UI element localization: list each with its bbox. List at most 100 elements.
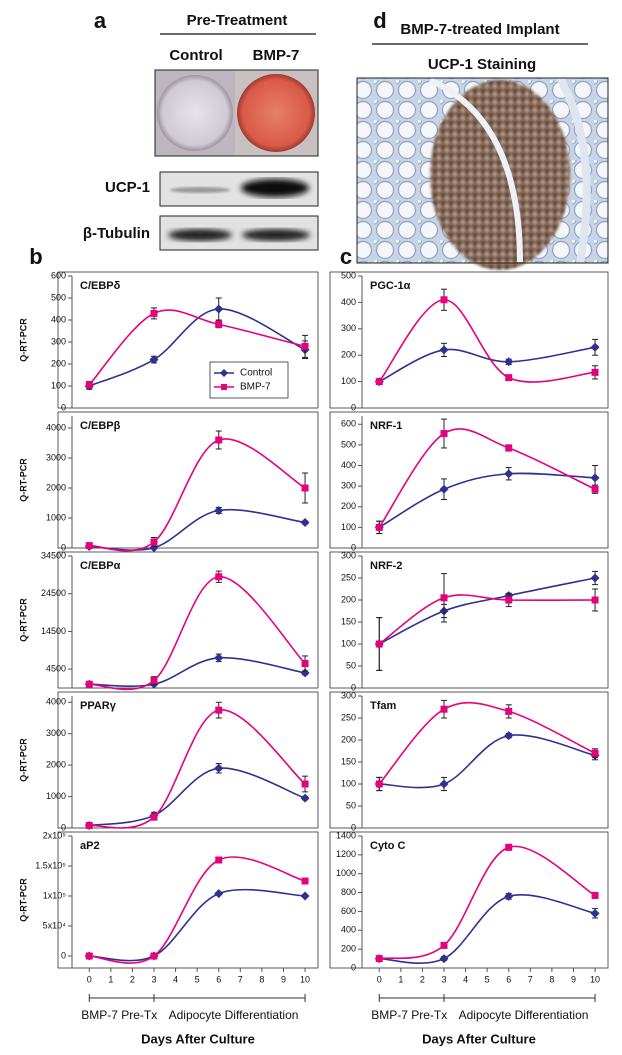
y-tick-label: 300 — [51, 336, 66, 346]
series-line — [88, 309, 306, 386]
marker — [590, 908, 600, 918]
y-tick-label: 200 — [341, 944, 356, 954]
x-tick-label: 6 — [216, 974, 221, 984]
y-tick-label: 4000 — [46, 697, 66, 707]
y-axis-label: Q-RT-PCR — [18, 458, 28, 502]
staining-image — [356, 76, 609, 270]
y-tick-label: 500 — [341, 270, 356, 280]
marker — [591, 485, 599, 493]
chart-frame — [329, 271, 609, 409]
y-tick-label: 400 — [341, 297, 356, 307]
marker — [504, 891, 514, 901]
chart-title: PGC-1α — [370, 280, 411, 292]
series-line — [378, 428, 596, 528]
chart-title: aP2 — [80, 840, 100, 852]
legend-marker — [220, 369, 228, 377]
y-tick-label: 5x10⁴ — [43, 920, 67, 930]
y-tick-label: 200 — [341, 594, 356, 604]
series-line — [378, 472, 596, 529]
header: BMP-7-treated Implant — [400, 21, 559, 38]
y-tick-label: 250 — [341, 712, 356, 722]
marker — [504, 731, 514, 741]
marker — [215, 436, 223, 444]
blot-label: UCP-1 — [105, 179, 150, 196]
series-line — [378, 594, 596, 645]
chart-title: C/EBPδ — [80, 280, 121, 292]
y-tick-label: 150 — [341, 756, 356, 766]
y-tick-label: 24500 — [41, 588, 66, 598]
x-tick-label: 3 — [441, 974, 446, 984]
chart-title: C/EBPα — [80, 560, 121, 572]
y-tick-label: 200 — [341, 501, 356, 511]
panel-label: d — [373, 8, 386, 33]
band — [242, 229, 310, 241]
y-tick-label: 600 — [341, 906, 356, 916]
x-tick-label: 8 — [549, 974, 554, 984]
marker — [215, 856, 223, 864]
marker — [439, 779, 449, 789]
marker — [300, 518, 310, 527]
y-tick-label: 400 — [341, 460, 356, 470]
y-tick-label: 250 — [341, 572, 356, 582]
marker — [85, 381, 93, 389]
x-tick-label: 4 — [463, 974, 468, 984]
photo-frame — [154, 69, 319, 157]
subheader: UCP-1 Staining — [428, 56, 536, 73]
marker — [440, 941, 448, 949]
x-tick-label: 7 — [528, 974, 533, 984]
marker — [301, 342, 309, 350]
y-tick-label: 3000 — [46, 452, 66, 462]
x-tick-label: 10 — [300, 974, 310, 984]
marker — [85, 542, 93, 550]
marker — [375, 955, 383, 963]
y-tick-label: 200 — [341, 350, 356, 360]
marker — [300, 793, 310, 803]
marker — [215, 706, 223, 714]
y-tick-label: 1000 — [46, 791, 66, 801]
x-tick-label: 5 — [485, 974, 490, 984]
y-tick-label: 1200 — [336, 849, 356, 859]
marker — [149, 355, 159, 365]
marker — [150, 309, 158, 317]
marker — [504, 469, 514, 479]
y-tick-label: 800 — [341, 887, 356, 897]
column-label: Control — [169, 47, 222, 64]
y-tick-label: 300 — [341, 550, 356, 560]
y-tick-label: 0 — [61, 402, 66, 412]
y-tick-label: 50 — [346, 800, 356, 810]
marker — [375, 523, 383, 531]
y-tick-label: 600 — [51, 270, 66, 280]
marker — [301, 484, 309, 492]
chart-title: PPARγ — [80, 700, 117, 712]
marker — [150, 538, 158, 546]
x-tick-label: 8 — [259, 974, 264, 984]
marker — [215, 573, 223, 581]
marker — [591, 749, 599, 757]
marker — [505, 444, 513, 452]
marker — [375, 640, 383, 648]
y-tick-label: 50 — [346, 660, 356, 670]
panel-label: b — [29, 244, 42, 269]
marker — [85, 952, 93, 960]
y-tick-label: 0 — [61, 542, 66, 552]
legend-label: Control — [240, 368, 272, 379]
y-tick-label: 0 — [351, 542, 356, 552]
series-line — [89, 438, 306, 552]
marker — [85, 821, 93, 829]
series-line — [89, 709, 306, 829]
y-tick-label: 34500 — [41, 550, 66, 560]
y-tick-label: 14500 — [41, 626, 66, 636]
band — [241, 179, 309, 197]
y-tick-label: 4000 — [46, 422, 66, 432]
legend-marker — [221, 384, 227, 390]
y-tick-label: 500 — [341, 439, 356, 449]
marker — [439, 345, 449, 355]
y-tick-label: 1400 — [336, 830, 356, 840]
y-tick-label: 2000 — [46, 482, 66, 492]
series-line — [89, 856, 306, 964]
y-tick-label: 500 — [51, 292, 66, 302]
marker — [440, 430, 448, 438]
marker — [505, 843, 513, 851]
marker — [590, 573, 600, 583]
